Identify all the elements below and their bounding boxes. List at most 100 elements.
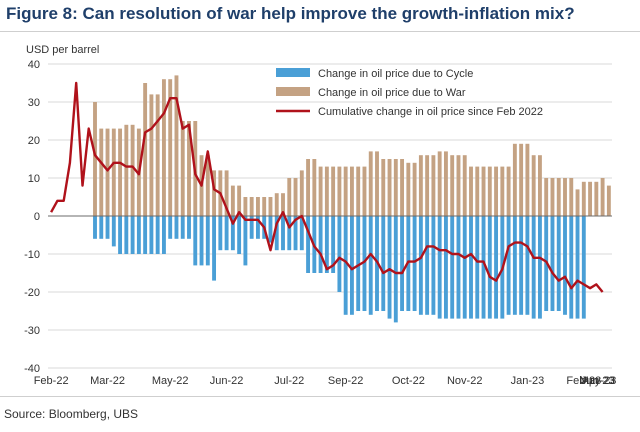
war-bar [324,166,329,216]
war-bar [443,151,448,216]
cycle-bar [105,216,110,239]
y-axis-ticks: -40 -30 -20 -10 0 10 20 30 40 [24,59,40,375]
cycle-bar [337,216,342,292]
war-bar [425,155,430,216]
cycle-bar [293,216,298,251]
cycle-bar [268,216,273,243]
war-bar [312,159,317,216]
war-bar [255,197,260,216]
cycle-bar [368,216,373,315]
cycle-bar [437,216,442,319]
cycle-bar [193,216,198,266]
war-bar [431,155,436,216]
war-bar [475,166,480,216]
cycle-bar [93,216,97,239]
legend-label: Change in oil price due to Cycle [318,68,473,80]
war-bar [406,162,411,216]
cycle-bar [569,216,574,319]
war-bar [418,155,423,216]
cycle-bar [343,216,348,315]
war-bar [544,178,549,216]
cycle-bar [519,216,524,315]
cycle-bar [387,216,392,319]
war-bar [600,178,605,216]
cycle-bar [218,216,223,251]
war-bar [349,166,354,216]
war-bar [306,159,311,216]
cycle-bar [531,216,536,319]
war-bar [519,143,524,216]
cycle-bar [443,216,448,319]
war-bar [130,124,135,216]
war-bar [581,181,586,216]
war-bar [362,166,367,216]
war-bar [268,197,273,216]
cycle-bar [99,216,104,239]
war-bar [594,181,599,216]
war-bar [174,75,179,217]
war-bar [556,178,561,216]
source-divider [0,396,640,397]
war-bar [124,124,129,216]
cycle-bar [431,216,436,315]
cycle-bar [550,216,555,311]
cycle-bar [124,216,129,254]
y-tick-label: -20 [24,287,40,299]
x-tick-label: Jun-23 [581,375,615,387]
cycle-bar [425,216,430,315]
war-bar [287,178,292,216]
cycle-bar [255,216,260,239]
cycle-bar [243,216,248,266]
cycle-bar [362,216,367,311]
war-bar [293,178,298,216]
legend-swatch-war [276,87,310,96]
cycle-bar [136,216,141,254]
war-bar [412,162,417,216]
cycle-bar [168,216,173,239]
cycle-bar [237,216,242,254]
cycle-bar [512,216,517,315]
war-bar [237,185,242,216]
x-tick-label: Mar-22 [90,375,125,387]
war-bar [437,151,442,216]
x-tick-label: Apr-23 [581,375,614,387]
war-bar [368,151,373,216]
title-divider [0,31,640,32]
figure-title: Figure 8: Can resolution of war help imp… [6,4,575,23]
war-bar [262,197,267,216]
cycle-bar [299,216,304,251]
war-bar [187,121,191,216]
cycle-bars [93,216,586,323]
war-bar [99,128,104,216]
x-tick-label: May-23 [580,375,617,387]
war-bar [500,166,505,216]
cycle-bar [118,216,123,254]
cycle-bar [400,216,405,311]
cumulative-line-group [50,81,604,293]
x-tick-label: Sep-22 [328,375,363,387]
cycle-bar [224,216,229,251]
cycle-bar [199,216,204,266]
y-tick-label: 10 [28,173,40,185]
cycle-bar [249,216,254,239]
war-bar [111,128,116,216]
cycle-bar [318,216,323,273]
y-tick-label: -40 [24,363,40,375]
war-bar [93,102,97,216]
war-bar [393,159,398,216]
cycle-bar [130,216,135,254]
war-bar [168,79,173,216]
war-bar [563,178,567,216]
cycle-bar [537,216,542,319]
war-bar [462,155,467,216]
gridlines [48,63,612,369]
war-bar [387,159,392,216]
cycle-bar [506,216,511,315]
war-bar [337,166,342,216]
war-bar [212,170,217,216]
war-bar [512,143,517,216]
war-bar [299,170,304,216]
cycle-bar [450,216,455,319]
war-bar [537,155,542,216]
cycle-bar [306,216,311,273]
